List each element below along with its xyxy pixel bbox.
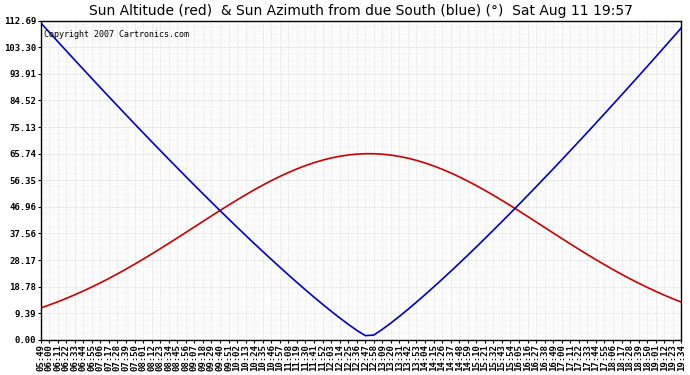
Text: Copyright 2007 Cartronics.com: Copyright 2007 Cartronics.com xyxy=(43,30,189,39)
Title: Sun Altitude (red)  & Sun Azimuth from due South (blue) (°)  Sat Aug 11 19:57: Sun Altitude (red) & Sun Azimuth from du… xyxy=(89,4,633,18)
